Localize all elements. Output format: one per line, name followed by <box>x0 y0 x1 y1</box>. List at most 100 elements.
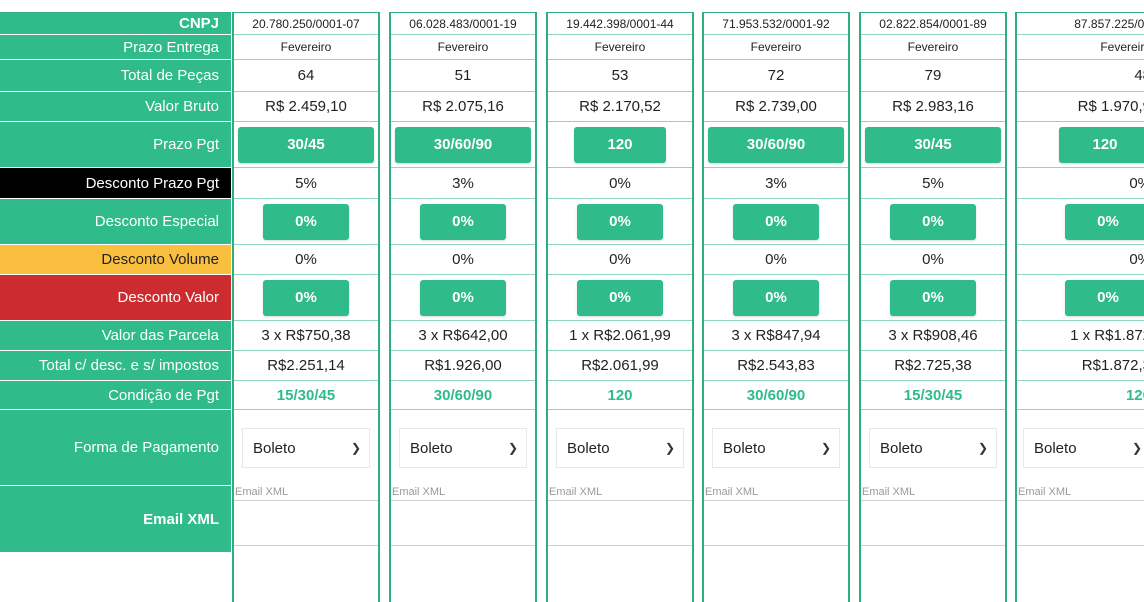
desconto-valor-button[interactable]: 0% <box>577 279 663 316</box>
chevron-down-icon: ❯ <box>977 441 988 455</box>
desconto-valor-cell: 0% <box>234 275 378 321</box>
forma-pagamento-value: Boleto <box>1034 439 1077 457</box>
desconto-especial-cell: 0% <box>391 199 535 245</box>
desconto-especial-cell: 0% <box>704 199 848 245</box>
chevron-down-icon: ❯ <box>664 441 675 455</box>
desconto-especial-button[interactable]: 0% <box>420 203 506 240</box>
condicao-pgt-value: 30/60/90 <box>391 381 535 410</box>
prazo-pgt-button[interactable]: 120 <box>574 126 666 163</box>
prazo-pgt-cell: 120 <box>1017 122 1144 168</box>
valor-bruto-value: R$ 2.075,16 <box>391 92 535 122</box>
prazo-pgt-cell: 30/60/90 <box>391 122 535 168</box>
forma-pagamento-select[interactable]: Boleto ❯ <box>399 428 527 468</box>
email-xml-placeholder: Email XML <box>235 486 289 498</box>
total-desc-value: R$2.725,38 <box>861 351 1005 381</box>
prazo-pgt-button[interactable]: 30/45 <box>238 126 374 163</box>
row-labels: CNPJ Prazo Entrega Total de Peças Valor … <box>0 12 231 553</box>
forma-pagamento-value: Boleto <box>410 439 453 457</box>
label-desconto-especial: Desconto Especial <box>0 199 231 245</box>
email-xml-cell: Email XML <box>234 486 378 546</box>
email-xml-input[interactable] <box>548 500 692 546</box>
email-xml-input[interactable] <box>234 500 378 546</box>
desconto-valor-button[interactable]: 0% <box>1065 279 1144 316</box>
cnpj-value: 20.780.250/0001-07 <box>234 13 378 35</box>
forma-pagamento-select[interactable]: Boleto ❯ <box>242 428 370 468</box>
condicao-pgt-value: 30/60/90 <box>704 381 848 410</box>
desconto-prazo-pgt-value: 3% <box>391 168 535 199</box>
desconto-valor-button[interactable]: 0% <box>890 279 976 316</box>
total-desc-value: R$2.251,14 <box>234 351 378 381</box>
supplier-column: 87.857.225/00 Fevereiro 48 R$ 1.970,9 12… <box>1015 12 1144 602</box>
prazo-pgt-button[interactable]: 120 <box>1059 126 1144 163</box>
desconto-especial-button[interactable]: 0% <box>577 203 663 240</box>
prazo-pgt-cell: 120 <box>548 122 692 168</box>
prazo-pgt-cell: 30/45 <box>234 122 378 168</box>
forma-pagamento-select[interactable]: Boleto ❯ <box>1023 428 1144 468</box>
valor-bruto-value: R$ 2.983,16 <box>861 92 1005 122</box>
forma-pagamento-select[interactable]: Boleto ❯ <box>712 428 840 468</box>
prazo-pgt-button[interactable]: 30/60/90 <box>708 126 844 163</box>
total-pecas-value: 51 <box>391 60 535 92</box>
cnpj-value: 06.028.483/0001-19 <box>391 13 535 35</box>
prazo-pgt-button[interactable]: 30/45 <box>865 126 1001 163</box>
desconto-valor-cell: 0% <box>861 275 1005 321</box>
label-forma-pagamento: Forma de Pagamento <box>0 410 231 486</box>
desconto-especial-button[interactable]: 0% <box>263 203 349 240</box>
valor-bruto-value: R$ 2.739,00 <box>704 92 848 122</box>
desconto-volume-value: 0% <box>704 245 848 275</box>
desconto-especial-button[interactable]: 0% <box>890 203 976 240</box>
forma-pagamento-value: Boleto <box>253 439 296 457</box>
desconto-prazo-pgt-value: 5% <box>234 168 378 199</box>
chevron-down-icon: ❯ <box>820 441 831 455</box>
desconto-especial-button[interactable]: 0% <box>733 203 819 240</box>
email-xml-input[interactable] <box>704 500 848 546</box>
condicao-pgt-value: 15/30/45 <box>861 381 1005 410</box>
cnpj-value: 87.857.225/00 <box>1017 13 1144 35</box>
email-xml-placeholder: Email XML <box>1018 486 1072 498</box>
desconto-valor-button[interactable]: 0% <box>420 279 506 316</box>
label-valor-parcela: Valor das Parcela <box>0 321 231 351</box>
desconto-especial-cell: 0% <box>1017 199 1144 245</box>
prazo-pgt-cell: 30/60/90 <box>704 122 848 168</box>
forma-pagamento-value: Boleto <box>567 439 610 457</box>
prazo-entrega-value: Fevereiro <box>1017 35 1144 60</box>
desconto-especial-button[interactable]: 0% <box>1065 203 1144 240</box>
valor-bruto-value: R$ 2.170,52 <box>548 92 692 122</box>
forma-pagamento-select[interactable]: Boleto ❯ <box>556 428 684 468</box>
total-pecas-value: 72 <box>704 60 848 92</box>
desconto-valor-cell: 0% <box>704 275 848 321</box>
label-prazo-pgt: Prazo Pgt <box>0 122 231 168</box>
email-xml-input[interactable] <box>1017 500 1144 546</box>
forma-pagamento-select[interactable]: Boleto ❯ <box>869 428 997 468</box>
label-desconto-valor: Desconto Valor <box>0 275 231 321</box>
total-pecas-value: 64 <box>234 60 378 92</box>
desconto-valor-button[interactable]: 0% <box>733 279 819 316</box>
label-desconto-prazo-pgt: Desconto Prazo Pgt <box>0 168 231 199</box>
prazo-entrega-value: Fevereiro <box>391 35 535 60</box>
total-pecas-value: 79 <box>861 60 1005 92</box>
desconto-volume-value: 0% <box>861 245 1005 275</box>
desconto-especial-cell: 0% <box>234 199 378 245</box>
desconto-valor-cell: 0% <box>1017 275 1144 321</box>
forma-pagamento-cell: Boleto ❯ <box>548 410 692 486</box>
chevron-down-icon: ❯ <box>350 441 361 455</box>
supplier-column: 71.953.532/0001-92 Fevereiro 72 R$ 2.739… <box>702 12 850 602</box>
prazo-pgt-button[interactable]: 30/60/90 <box>395 126 531 163</box>
desconto-especial-cell: 0% <box>861 199 1005 245</box>
desconto-valor-button[interactable]: 0% <box>263 279 349 316</box>
supplier-column: 19.442.398/0001-44 Fevereiro 53 R$ 2.170… <box>546 12 694 602</box>
desconto-valor-cell: 0% <box>548 275 692 321</box>
label-email-xml: Email XML <box>0 486 231 553</box>
email-xml-input[interactable] <box>861 500 1005 546</box>
forma-pagamento-value: Boleto <box>880 439 923 457</box>
valor-bruto-value: R$ 2.459,10 <box>234 92 378 122</box>
condicao-pgt-value: 15/30/45 <box>234 381 378 410</box>
label-prazo-entrega: Prazo Entrega <box>0 35 231 60</box>
label-valor-bruto: Valor Bruto <box>0 92 231 122</box>
supplier-column: 20.780.250/0001-07 Fevereiro 64 R$ 2.459… <box>232 12 380 602</box>
cnpj-value: 19.442.398/0001-44 <box>548 13 692 35</box>
chevron-down-icon: ❯ <box>507 441 518 455</box>
prazo-pgt-cell: 30/45 <box>861 122 1005 168</box>
valor-parcela-value: 1 x R$1.872 <box>1017 321 1144 351</box>
email-xml-input[interactable] <box>391 500 535 546</box>
